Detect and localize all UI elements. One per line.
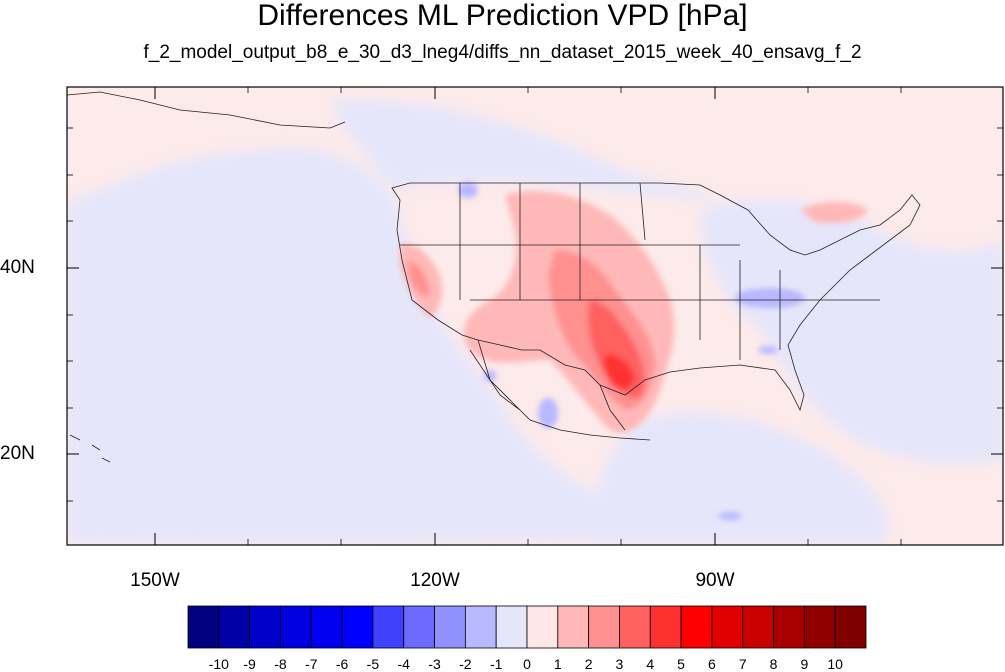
tint-region-north	[330, 99, 720, 200]
colorbar-box	[372, 605, 405, 649]
mexico-outline	[477, 339, 651, 441]
colorbar-tick-label: 6	[708, 656, 716, 672]
lon-label-90w: 90W	[695, 570, 735, 591]
colorbar-box	[557, 605, 590, 649]
colorbar-tick-label: 2	[584, 656, 593, 672]
colorbar-tick-label: -8	[274, 656, 287, 672]
colorbar-box	[588, 605, 620, 649]
tint-region-gulf	[596, 412, 888, 545]
map-field	[67, 87, 1003, 545]
colorbar-tick-label: 5	[677, 656, 685, 672]
lon-label-150w: 150W	[130, 570, 180, 591]
axis-minor-ticks	[67, 87, 1003, 545]
colorbar-box	[310, 605, 343, 649]
colorbar-tick-label: 0	[523, 656, 531, 672]
negative-tint-regions	[67, 99, 1003, 545]
tint-region-pacific	[67, 147, 740, 545]
patch-baja	[538, 398, 558, 428]
patch-tennessee	[735, 288, 805, 308]
colorbar-box	[526, 605, 559, 649]
colorbar-box	[495, 605, 528, 649]
baja-outline	[469, 349, 521, 411]
anomaly-level-2-west	[408, 261, 430, 297]
positive-anomaly	[400, 191, 868, 433]
colorbar-tick-label: 7	[738, 656, 747, 672]
lat-label-20n: 20N	[0, 443, 35, 464]
colorbar-tick-label: -4	[397, 656, 410, 672]
colorbar-box	[742, 605, 774, 649]
colorbar-tick-label: 4	[646, 656, 655, 672]
colorbar-box	[773, 605, 805, 649]
map-border	[66, 86, 1004, 546]
colorbar-box	[711, 605, 744, 649]
patch-idaho	[458, 182, 478, 198]
map-subtitle: f_2_model_output_b8_e_30_d3_lneg4/diffs_…	[143, 42, 862, 63]
political-boundaries	[66, 91, 921, 463]
colorbar-box	[803, 605, 836, 649]
axis-ticks	[67, 87, 1003, 545]
colorbar-tick-label: -1	[489, 656, 503, 672]
colorbar-box	[464, 605, 497, 649]
colorbar-tick-label: 10	[827, 656, 843, 672]
colorbar-tick-label: 8	[769, 656, 778, 672]
patch-carolinas	[758, 346, 778, 354]
patch-cuba	[718, 512, 742, 520]
colorbar-box	[187, 605, 220, 649]
colorbar-tick-label: -2	[459, 656, 472, 672]
colorbar-box	[680, 605, 713, 649]
colorbar-box	[249, 605, 281, 649]
tint-region-east	[700, 199, 1003, 464]
colorbar-tick-label: -3	[428, 656, 441, 672]
colorbar-tick-label: 9	[800, 656, 809, 672]
colorbar-tick-label: 3	[615, 656, 624, 672]
colorbar-box	[649, 605, 682, 649]
negative-patches	[458, 182, 805, 520]
hawaii-outline	[69, 434, 111, 463]
colorbar-tick-label: -7	[305, 656, 318, 672]
colorbar-box	[434, 605, 466, 649]
lat-label-40n: 40N	[0, 257, 35, 278]
colorbar-box	[403, 605, 435, 649]
alaska-outline	[66, 91, 346, 129]
colorbar-tick-label: -6	[335, 656, 349, 672]
map-title: Differences ML Prediction VPD [hPa]	[257, 0, 748, 32]
colorbar-tick-label: -10	[208, 656, 229, 672]
colorbar-box	[619, 605, 651, 649]
anomaly-level-1-northeast	[800, 201, 868, 224]
us-outline	[391, 182, 921, 412]
colorbar-box	[341, 605, 374, 649]
colorbar-tick-label: 1	[553, 656, 562, 672]
colorbar-tick-label: -5	[366, 656, 380, 672]
state-lines	[400, 182, 880, 360]
colorbar-box	[218, 605, 251, 649]
patch-sonora	[484, 370, 496, 382]
colorbar	[187, 605, 867, 649]
colorbar-box	[280, 605, 312, 649]
lon-label-120w: 120W	[410, 570, 460, 591]
anomaly-level-4	[603, 354, 635, 390]
colorbar-box	[834, 605, 867, 649]
colorbar-tick-label: -9	[243, 656, 256, 672]
